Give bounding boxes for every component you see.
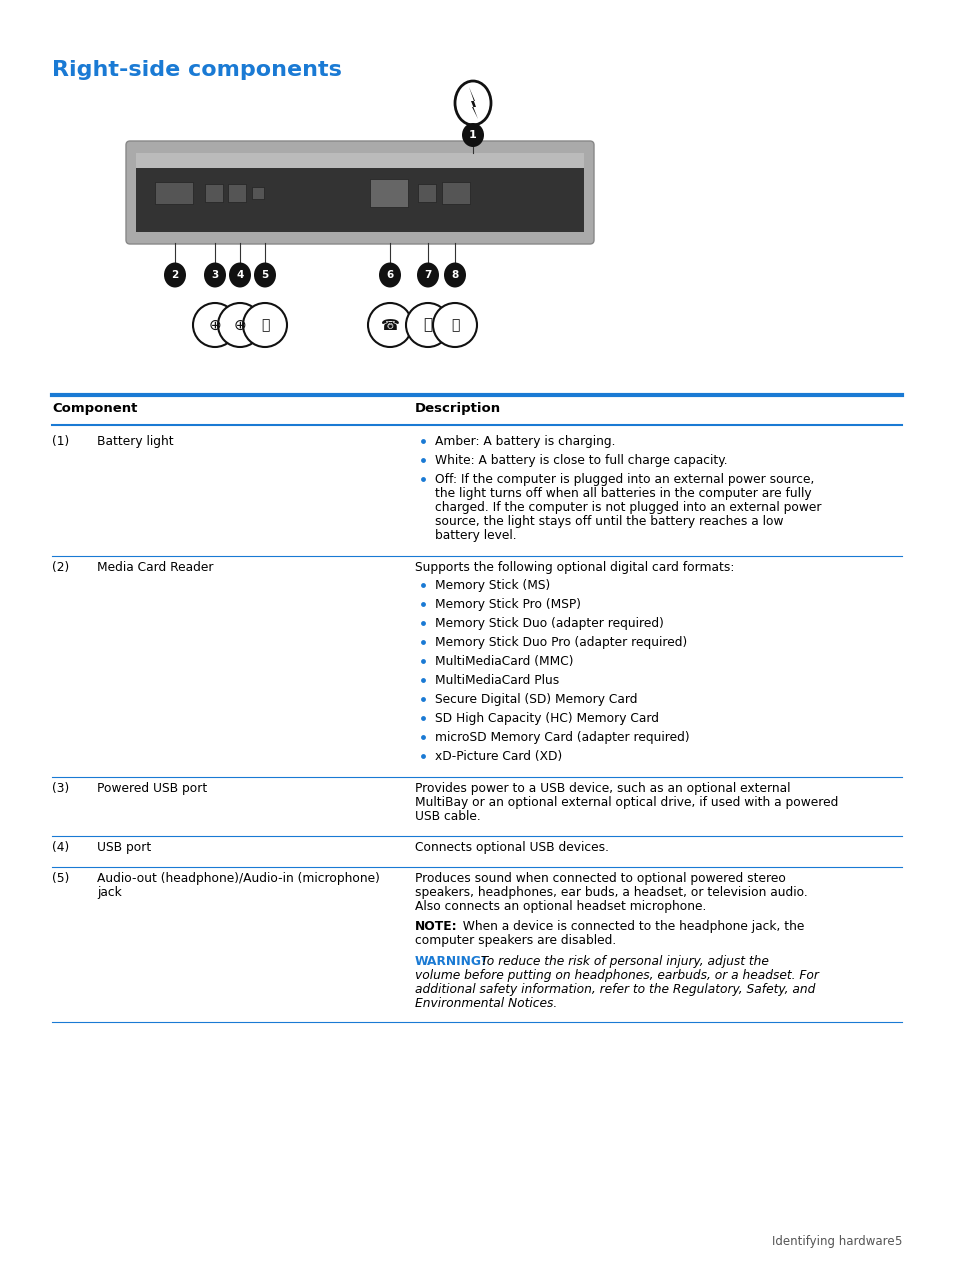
Text: USB port: USB port: [97, 841, 152, 853]
Text: 4: 4: [236, 271, 243, 279]
Circle shape: [193, 304, 236, 347]
Polygon shape: [469, 88, 477, 119]
Circle shape: [243, 304, 287, 347]
Text: 2: 2: [172, 271, 178, 279]
Text: ☎: ☎: [380, 318, 399, 333]
Text: Amber: A battery is charging.: Amber: A battery is charging.: [435, 436, 615, 448]
Ellipse shape: [253, 263, 275, 287]
Bar: [252, 187, 264, 198]
Text: speakers, headphones, ear buds, a headset, or television audio.: speakers, headphones, ear buds, a headse…: [415, 886, 807, 899]
Text: (3): (3): [52, 782, 70, 795]
Text: Component: Component: [52, 403, 137, 415]
Ellipse shape: [164, 263, 186, 287]
Text: Powered USB port: Powered USB port: [97, 782, 207, 795]
Text: battery level.: battery level.: [435, 530, 517, 542]
Text: (1): (1): [52, 436, 70, 448]
Text: MultiMediaCard Plus: MultiMediaCard Plus: [435, 674, 558, 687]
Circle shape: [433, 304, 476, 347]
Text: Memory Stick Duo Pro (adapter required): Memory Stick Duo Pro (adapter required): [435, 636, 686, 649]
Text: Secure Digital (SD) Memory Card: Secure Digital (SD) Memory Card: [435, 693, 637, 706]
Text: (4): (4): [52, 841, 70, 853]
Text: charged. If the computer is not plugged into an external power: charged. If the computer is not plugged …: [435, 500, 821, 514]
Text: Right-side components: Right-side components: [52, 60, 341, 80]
Text: When a device is connected to the headphone jack, the: When a device is connected to the headph…: [455, 919, 803, 933]
Text: MultiBay or an optional external optical drive, if used with a powered: MultiBay or an optional external optical…: [415, 796, 838, 809]
Text: Description: Description: [415, 403, 500, 415]
Text: Supports the following optional digital card formats:: Supports the following optional digital …: [415, 561, 734, 574]
Bar: [228, 183, 246, 202]
Ellipse shape: [204, 263, 226, 287]
Text: 🎧: 🎧: [260, 318, 269, 331]
Circle shape: [368, 304, 412, 347]
Ellipse shape: [455, 81, 491, 124]
Text: Memory Stick Duo (adapter required): Memory Stick Duo (adapter required): [435, 617, 663, 630]
Text: 8: 8: [451, 271, 458, 279]
Bar: [205, 183, 223, 202]
Text: xD-Picture Card (XD): xD-Picture Card (XD): [435, 751, 561, 763]
Text: Off: If the computer is plugged into an external power source,: Off: If the computer is plugged into an …: [435, 472, 814, 486]
Text: 7: 7: [424, 271, 432, 279]
Text: 🔒: 🔒: [451, 318, 458, 331]
Text: Also connects an optional headset microphone.: Also connects an optional headset microp…: [415, 900, 705, 913]
Text: ⏻: ⏻: [423, 318, 432, 333]
Text: Provides power to a USB device, such as an optional external: Provides power to a USB device, such as …: [415, 782, 790, 795]
Text: additional safety information, refer to the Regulatory, Safety, and: additional safety information, refer to …: [415, 983, 815, 996]
Bar: [441, 182, 470, 203]
Text: ⊕: ⊕: [233, 318, 246, 333]
Text: computer speakers are disabled.: computer speakers are disabled.: [415, 933, 616, 947]
Text: ⊕: ⊕: [209, 318, 221, 333]
Text: Audio-out (headphone)/Audio-in (microphone): Audio-out (headphone)/Audio-in (micropho…: [97, 872, 379, 885]
Text: source, the light stays off until the battery reaches a low: source, the light stays off until the ba…: [435, 516, 782, 528]
Text: USB cable.: USB cable.: [415, 810, 480, 823]
Text: Media Card Reader: Media Card Reader: [97, 561, 213, 574]
Text: jack: jack: [97, 886, 122, 899]
Text: 3: 3: [212, 271, 218, 279]
Text: Environmental Notices.: Environmental Notices.: [415, 997, 557, 1010]
Circle shape: [218, 304, 262, 347]
Ellipse shape: [461, 123, 483, 147]
Text: SD High Capacity (HC) Memory Card: SD High Capacity (HC) Memory Card: [435, 712, 659, 725]
Text: NOTE:: NOTE:: [415, 919, 457, 933]
Text: (5): (5): [52, 872, 70, 885]
Text: Memory Stick (MS): Memory Stick (MS): [435, 579, 550, 592]
Text: Identifying hardware: Identifying hardware: [771, 1234, 894, 1248]
Text: (2): (2): [52, 561, 70, 574]
Text: Produces sound when connected to optional powered stereo: Produces sound when connected to optiona…: [415, 872, 785, 885]
Text: microSD Memory Card (adapter required): microSD Memory Card (adapter required): [435, 732, 689, 744]
Text: To reduce the risk of personal injury, adjust the: To reduce the risk of personal injury, a…: [473, 955, 768, 968]
FancyBboxPatch shape: [126, 141, 594, 244]
Text: Battery light: Battery light: [97, 436, 173, 448]
Bar: [136, 152, 583, 168]
Text: 1: 1: [469, 130, 476, 140]
Text: Connects optional USB devices.: Connects optional USB devices.: [415, 841, 608, 853]
Ellipse shape: [443, 263, 465, 287]
Text: WARNING!: WARNING!: [415, 955, 487, 968]
Text: volume before putting on headphones, earbuds, or a headset. For: volume before putting on headphones, ear…: [415, 969, 818, 982]
Bar: [154, 182, 193, 203]
Text: the light turns off when all batteries in the computer are fully: the light turns off when all batteries i…: [435, 486, 811, 500]
Text: White: A battery is close to full charge capacity.: White: A battery is close to full charge…: [435, 453, 727, 467]
Text: 5: 5: [894, 1234, 901, 1248]
Bar: [417, 183, 436, 202]
Text: 5: 5: [261, 271, 269, 279]
Bar: [136, 152, 583, 232]
Ellipse shape: [229, 263, 251, 287]
Text: Memory Stick Pro (MSP): Memory Stick Pro (MSP): [435, 598, 580, 611]
Ellipse shape: [416, 263, 438, 287]
Ellipse shape: [378, 263, 400, 287]
Text: MultiMediaCard (MMC): MultiMediaCard (MMC): [435, 655, 573, 668]
Bar: [370, 179, 408, 207]
Text: 6: 6: [386, 271, 394, 279]
Circle shape: [406, 304, 450, 347]
